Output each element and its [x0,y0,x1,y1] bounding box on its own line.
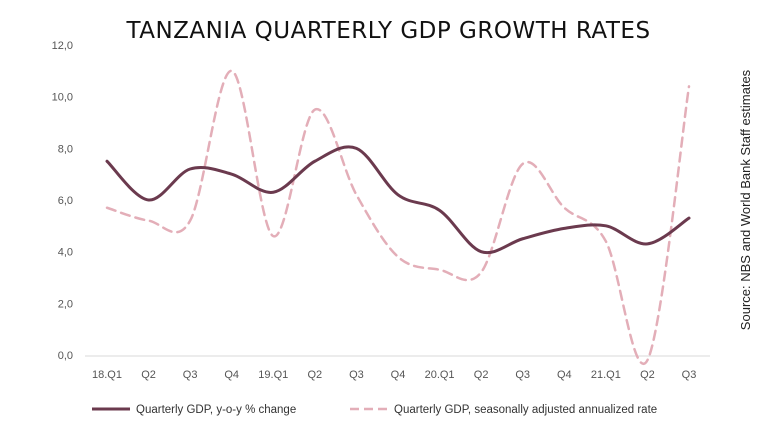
x-tick-label: Q4 [391,369,406,381]
y-tick-label: 6,0 [58,195,73,207]
x-tick-label: Q3 [349,369,364,381]
legend-label: Quarterly GDP, y-o-y % change [136,404,296,416]
x-tick-label: Q2 [640,369,655,381]
y-tick-label: 12,0 [52,40,73,52]
series-line-annualized [105,69,691,365]
legend: Quarterly GDP, y-o-y % change Quarterly G… [92,404,657,416]
legend-label: Quarterly GDP, seasonally adjusted annua… [394,404,657,416]
series-layer [105,69,691,365]
source-note: Source: NBS and World Bank Staff estimat… [738,69,753,330]
x-tick-label: 21.Q1 [591,369,621,381]
x-tick-label: 18.Q1 [92,369,122,381]
y-tick-label: 0,0 [58,350,73,362]
x-tick-label: Q4 [557,369,572,381]
series-line-yoy [105,145,691,255]
chart-title: TANZANIA QUARTERLY GDP GROWTH RATES [126,18,651,44]
x-tick-label: Q3 [183,369,198,381]
y-tick-label: 2,0 [58,298,73,310]
x-tick-label: Q4 [224,369,239,381]
y-tick-label: 4,0 [58,247,73,259]
x-tick-label: Q3 [515,369,530,381]
x-tick-label: Q2 [141,369,156,381]
y-tick-label: 8,0 [58,143,73,155]
x-axis: 18.Q1 Q2 Q3 Q4 19.Q1 Q2 Q3 Q4 20.Q1 Q2 Q3 Q4 21.Q1 Q2… [85,355,710,381]
y-tick-label: 10,0 [52,92,73,104]
x-tick-label: 20.Q1 [425,369,455,381]
x-tick-label: Q2 [308,369,323,381]
x-tick-label: Q3 [682,369,697,381]
x-tick-label: Q2 [474,369,489,381]
y-axis: 0,0 2,0 4,0 6,0 8,0 10,0 12,0 [52,40,73,362]
x-tick-label: 19.Q1 [258,369,288,381]
